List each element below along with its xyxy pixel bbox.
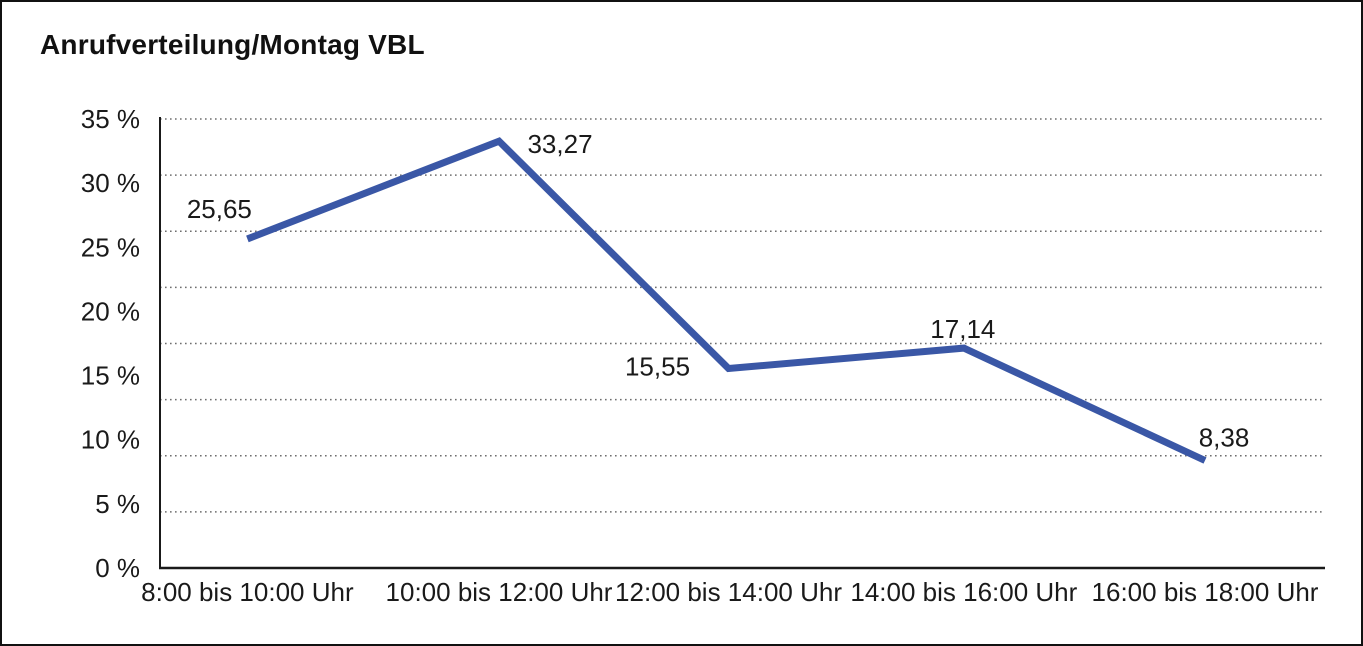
y-tick-label: 35 % [81,104,140,134]
y-tick-label: 30 % [81,168,140,198]
x-category-label: 8:00 bis 10:00 Uhr [141,577,354,607]
x-category-label: 10:00 bis 12:00 Uhr [386,577,613,607]
x-category-label: 14:00 bis 16:00 Uhr [850,577,1077,607]
chart-title: Anrufverteilung/Montag VBL [40,29,425,60]
data-point-label: 15,55 [625,352,690,382]
data-point-label: 17,14 [930,314,995,344]
data-series-line [246,137,1207,464]
y-tick-label: 0 % [95,553,140,583]
y-tick-label: 5 % [95,489,140,519]
data-point-label: 8,38 [1199,422,1250,452]
data-point-label: 25,65 [187,194,252,224]
y-tick-label: 10 % [81,425,140,455]
y-tick-label: 25 % [81,232,140,262]
y-tick-label: 15 % [81,361,140,391]
data-point-label: 33,27 [527,129,592,159]
x-category-label: 16:00 bis 18:00 Uhr [1092,577,1319,607]
x-category-label: 12:00 bis 14:00 Uhr [615,577,842,607]
y-tick-label: 20 % [81,296,140,326]
